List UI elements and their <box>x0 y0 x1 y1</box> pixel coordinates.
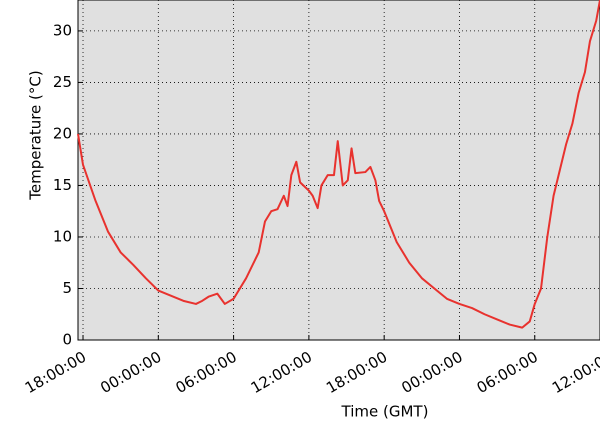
x-tick-label: 18:00:00 <box>323 348 390 397</box>
y-tick-label: 10 <box>53 227 72 245</box>
y-tick-label: 20 <box>53 124 72 142</box>
x-tick-label: 12:00:00 <box>248 348 315 397</box>
line-series <box>77 0 600 329</box>
y-tick-label: 15 <box>53 176 72 194</box>
x-tick-label: 18:00:00 <box>22 348 89 397</box>
plot-frame <box>77 0 600 341</box>
plot-area <box>78 0 600 340</box>
y-tick-label: 30 <box>53 21 72 39</box>
y-tick-label: 25 <box>53 73 72 91</box>
x-tick-label: 12:00:00 <box>549 348 600 397</box>
x-axis-label: Time (GMT) <box>341 403 429 421</box>
x-tick-label: 00:00:00 <box>97 348 164 397</box>
x-tick-label: 06:00:00 <box>172 348 239 397</box>
y-tick-label: 0 <box>62 331 72 349</box>
y-axis-label: Temperature (°C) <box>27 70 45 200</box>
y-tick-label: 5 <box>62 279 72 297</box>
x-tick-label: 00:00:00 <box>398 348 465 397</box>
x-tick-label: 06:00:00 <box>474 348 541 397</box>
